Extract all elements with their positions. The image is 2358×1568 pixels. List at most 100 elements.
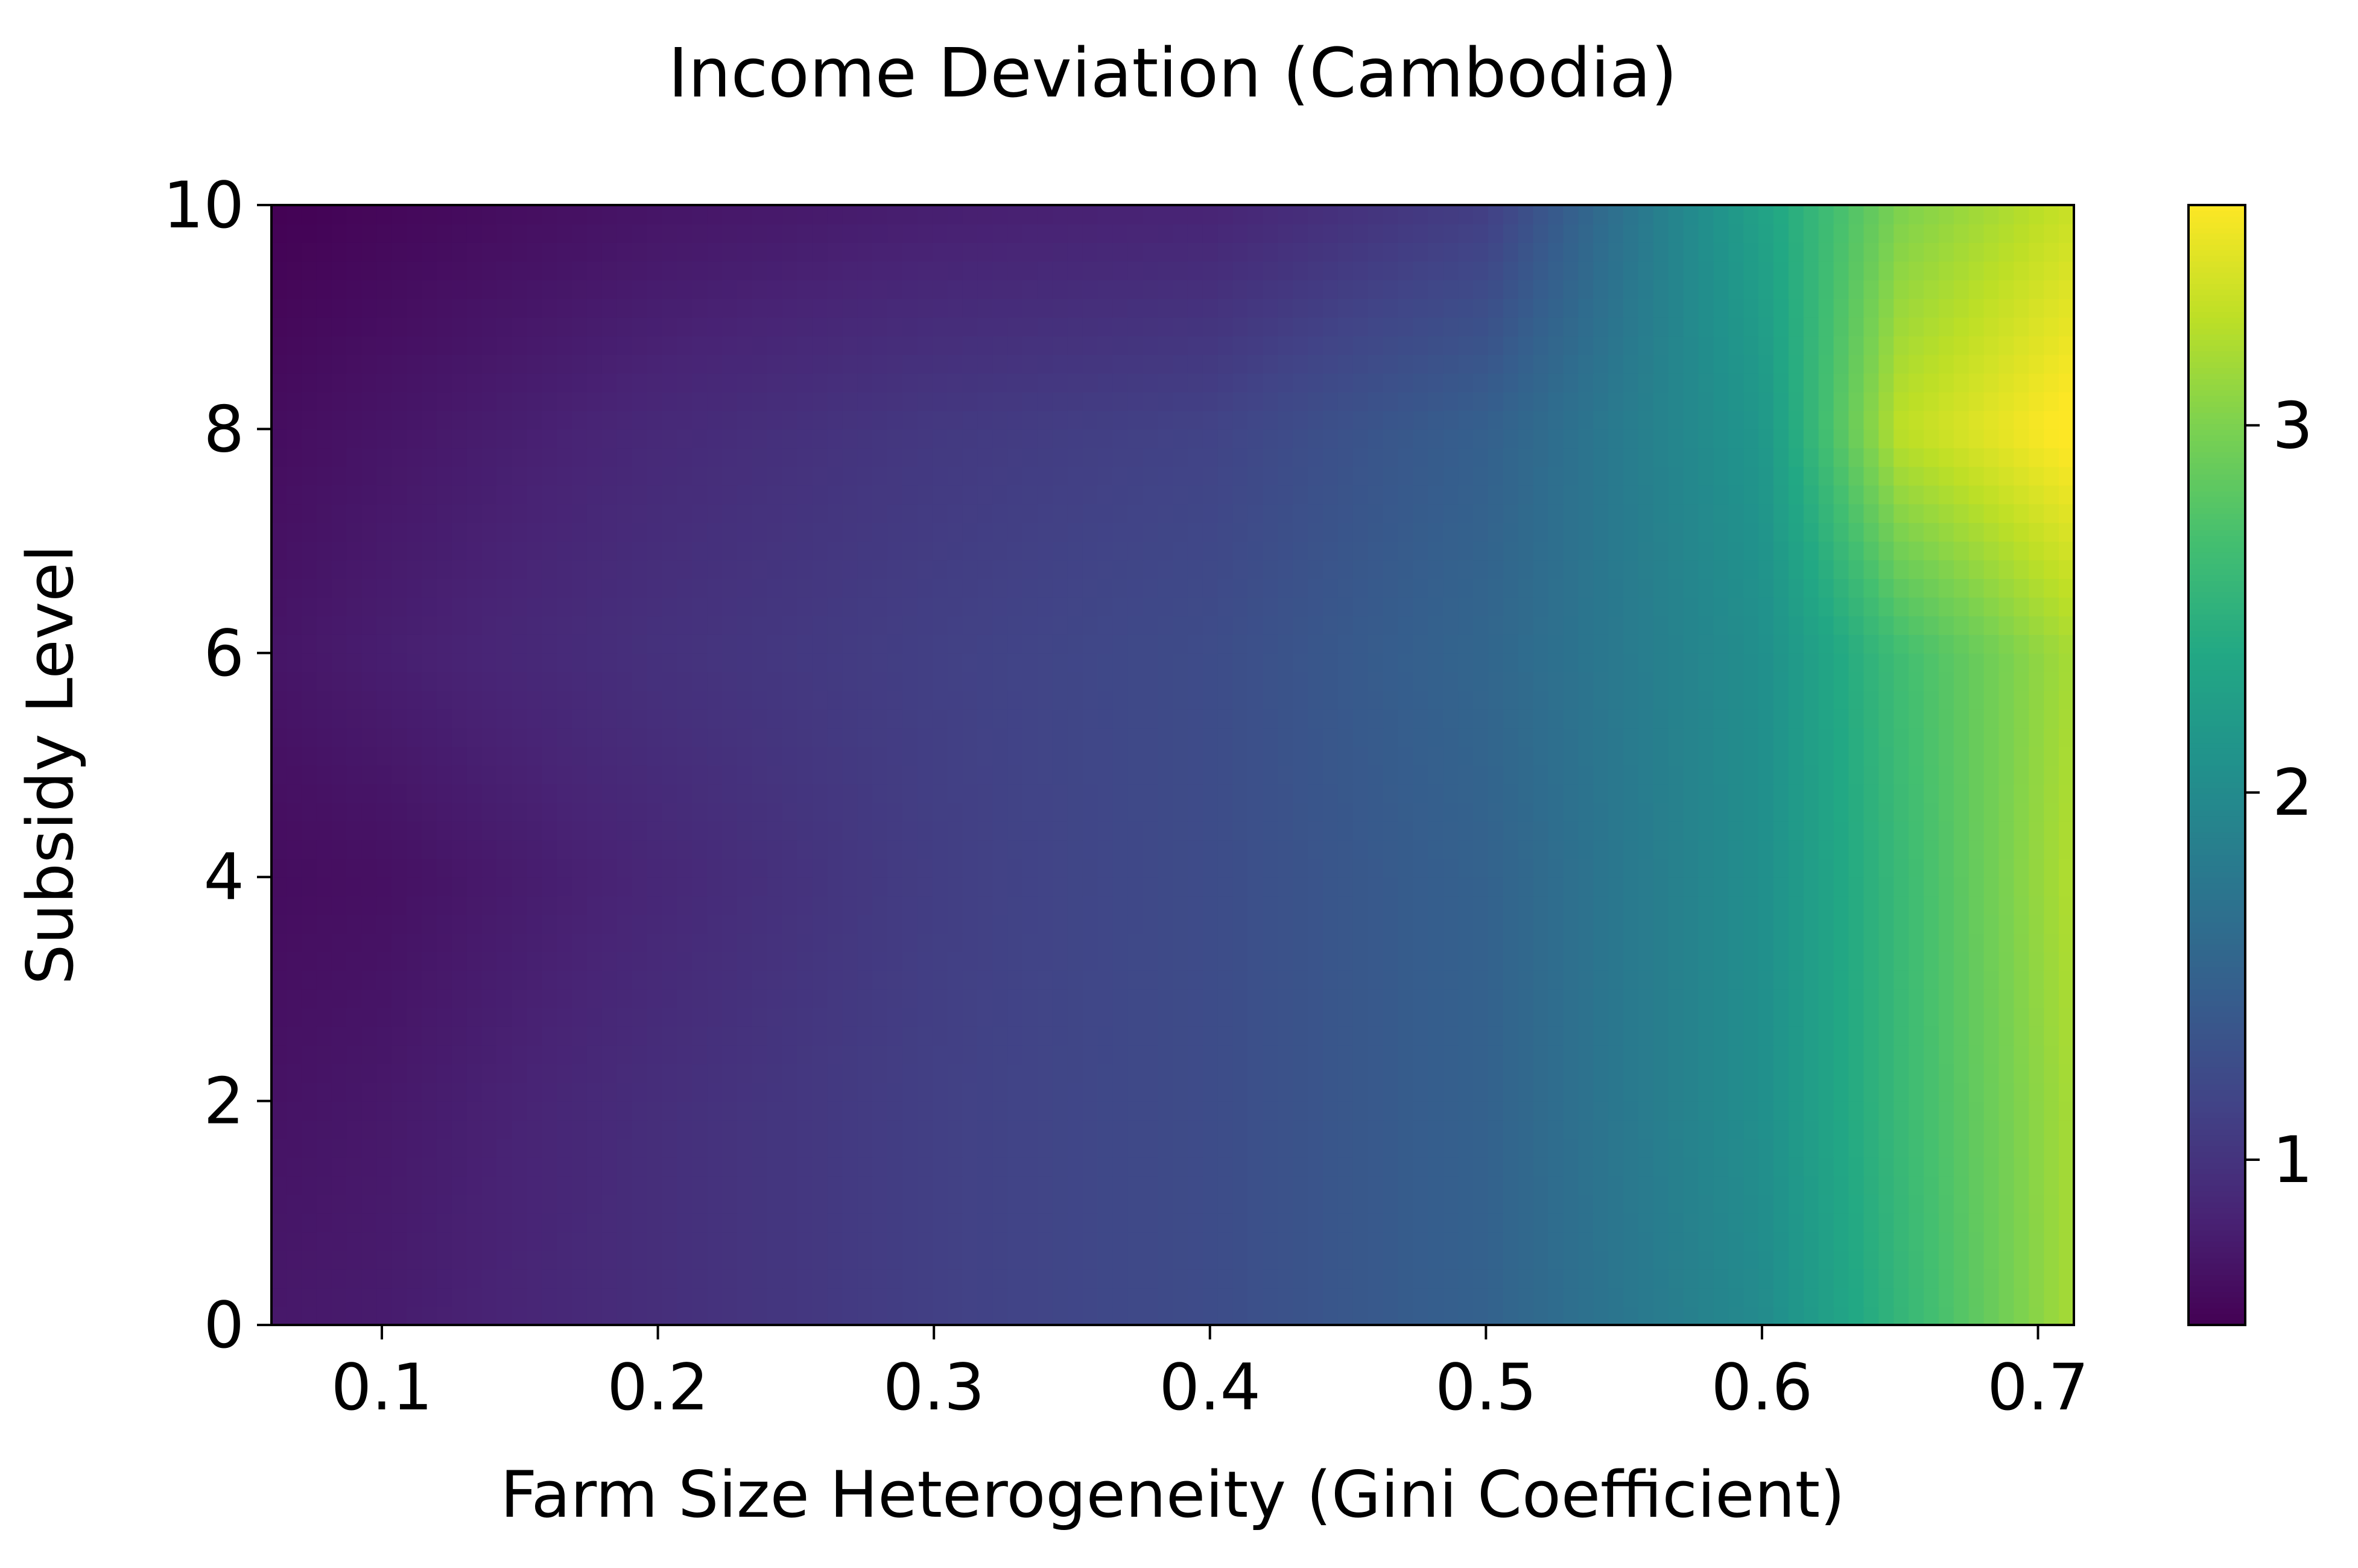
heatmap-cell: [346, 1194, 363, 1214]
heatmap-cell: [512, 1063, 528, 1083]
heatmap-cell: [992, 560, 1009, 579]
heatmap-cell: [1127, 671, 1144, 691]
heatmap-cell: [1173, 1045, 1188, 1064]
heatmap-cell: [1608, 1231, 1624, 1251]
heatmap-cell: [451, 839, 467, 859]
heatmap-cell: [331, 1288, 347, 1307]
heatmap-cell: [1773, 746, 1789, 766]
heatmap-cell: [1983, 858, 2000, 878]
heatmap-cell: [1758, 1231, 1774, 1251]
heatmap-cell: [1938, 615, 1954, 635]
heatmap-cell: [1308, 615, 1323, 635]
heatmap-cell: [1052, 1138, 1068, 1158]
heatmap-cell: [512, 615, 528, 635]
heatmap-cell: [481, 727, 498, 747]
heatmap-cell: [1368, 783, 1384, 803]
heatmap-cell: [782, 1101, 798, 1121]
heatmap-cell: [1743, 671, 1760, 691]
heatmap-cell: [376, 765, 393, 785]
heatmap-cell: [1728, 802, 1745, 822]
heatmap-cell: [1398, 1138, 1414, 1158]
heatmap-cell: [301, 783, 317, 803]
heatmap-cell: [1863, 596, 1880, 616]
heatmap-cell: [1383, 709, 1399, 729]
heatmap-cell: [1818, 821, 1834, 841]
heatmap-cell: [842, 839, 858, 859]
heatmap-cell: [1007, 1250, 1023, 1270]
heatmap-cell: [1878, 578, 1895, 598]
heatmap-cell: [1127, 858, 1144, 878]
heatmap-cell: [1308, 746, 1323, 766]
heatmap-cell: [902, 988, 918, 1008]
heatmap-cell: [422, 858, 437, 878]
heatmap-cell: [586, 727, 603, 747]
heatmap-cell: [1518, 690, 1534, 710]
heatmap-cell: [1082, 1175, 1098, 1195]
heatmap-cell: [947, 1250, 963, 1270]
heatmap-cell: [752, 615, 768, 635]
heatmap-cell: [692, 1231, 708, 1251]
heatmap-cell: [1668, 952, 1684, 971]
heatmap-cell: [346, 653, 363, 672]
heatmap-cell: [752, 821, 768, 841]
heatmap-cell: [1533, 560, 1549, 579]
heatmap-cell: [1953, 802, 1970, 822]
heatmap-cell: [1368, 914, 1384, 934]
heatmap-cell: [1878, 1026, 1895, 1046]
heatmap-cell: [1863, 634, 1880, 654]
heatmap-cell: [1368, 839, 1384, 859]
heatmap-cell: [1894, 765, 1910, 785]
heatmap-cell: [436, 578, 452, 598]
heatmap-cell: [1173, 1269, 1188, 1289]
heatmap-cell: [542, 1045, 558, 1064]
heatmap-cell: [1217, 952, 1234, 971]
heatmap-cell: [1788, 1306, 1804, 1325]
heatmap-cell: [1713, 560, 1729, 579]
heatmap-cell: [1383, 1157, 1399, 1177]
heatmap-cell: [1818, 727, 1834, 747]
heatmap-cell: [1293, 596, 1309, 616]
heatmap-cell: [1428, 1026, 1444, 1046]
heatmap-cell: [1097, 858, 1114, 878]
heatmap-cell: [962, 746, 978, 766]
heatmap-cell: [1308, 988, 1323, 1008]
heatmap-cell: [1533, 821, 1549, 841]
heatmap-cell: [1668, 1138, 1684, 1158]
heatmap-cell: [1758, 671, 1774, 691]
heatmap-cell: [2014, 671, 2030, 691]
heatmap-cell: [1232, 1063, 1249, 1083]
heatmap-cell: [902, 1194, 918, 1214]
heatmap-cell: [917, 1231, 933, 1251]
heatmap-cell: [1097, 1026, 1114, 1046]
heatmap-cell: [1608, 821, 1624, 841]
heatmap-cell: [1443, 821, 1459, 841]
heatmap-cell: [1983, 634, 2000, 654]
heatmap-cell: [1909, 1101, 1924, 1121]
heatmap-cell: [376, 560, 393, 579]
heatmap-cell: [1308, 970, 1323, 990]
heatmap-cell: [1983, 1175, 2000, 1195]
heatmap-cell: [1578, 596, 1594, 616]
heatmap-cell: [1173, 933, 1188, 952]
heatmap-cell: [1037, 709, 1053, 729]
heatmap-cell: [316, 1119, 332, 1139]
heatmap-cell: [1173, 802, 1188, 822]
heatmap-cell: [572, 914, 588, 934]
heatmap-cell: [1818, 1231, 1834, 1251]
heatmap-cell: [662, 1175, 678, 1195]
heatmap-cell: [1518, 560, 1534, 579]
heatmap-cell: [316, 1288, 332, 1307]
heatmap-cell: [1668, 1231, 1684, 1251]
heatmap-cell: [1563, 858, 1579, 878]
heatmap-cell: [572, 1138, 588, 1158]
heatmap-cell: [647, 746, 663, 766]
heatmap-cell: [1398, 1045, 1414, 1064]
heatmap-cell: [481, 1157, 498, 1177]
heatmap-cell: [1563, 690, 1579, 710]
heatmap-cell: [1352, 1063, 1369, 1083]
heatmap-cell: [542, 858, 558, 878]
heatmap-cell: [1052, 783, 1068, 803]
heatmap-cell: [361, 709, 378, 729]
heatmap-cell: [1623, 1194, 1639, 1214]
heatmap-cell: [301, 839, 317, 859]
